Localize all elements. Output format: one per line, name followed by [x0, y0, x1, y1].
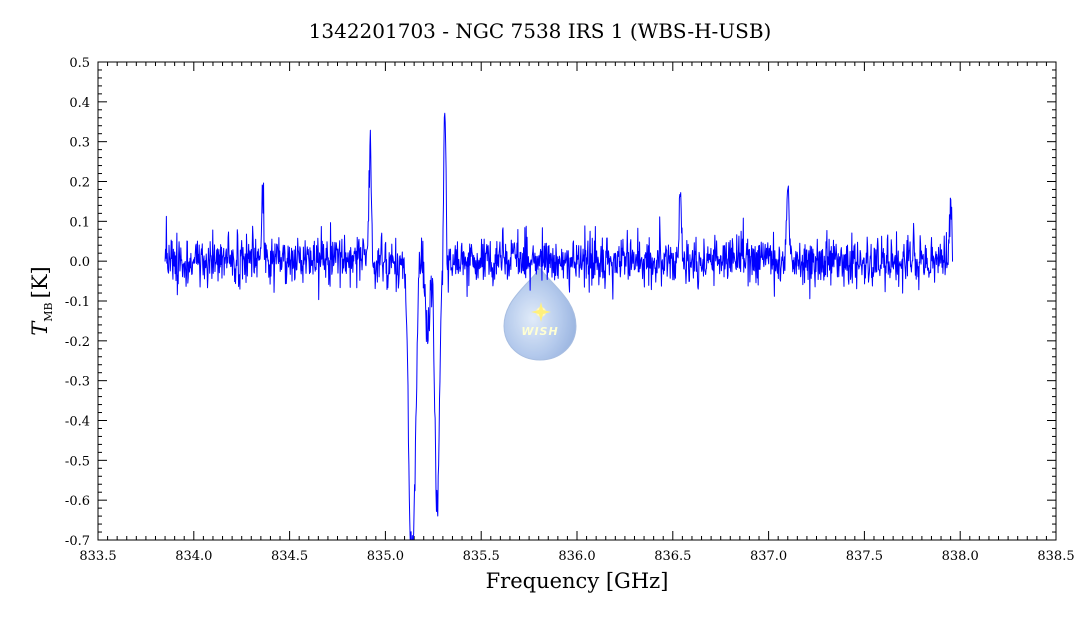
- y-axis-subscript: MB: [42, 302, 55, 321]
- x-tick-label: 837.5: [846, 549, 883, 564]
- y-tick-label: -0.2: [65, 335, 90, 350]
- x-tick-label: 838.0: [942, 549, 979, 564]
- y-tick-label: -0.4: [65, 415, 90, 430]
- y-tick-labels: 0.5 0.4 0.3 0.2 0.1 0.0 -0.1 -0.2 -0.3 -0.4 -0.5 -0…: [65, 56, 90, 549]
- y-tick-label: -0.6: [65, 494, 90, 509]
- plot-frame: [97, 61, 1057, 541]
- wish-logo-text: WISH: [521, 325, 558, 338]
- x-tick-labels: 833.5 834.0 834.5 835.0 835.5 836.0 836.5 837.0…: [79, 549, 1074, 564]
- series-line: [164, 112, 954, 540]
- x-tick-label: 836.5: [654, 549, 691, 564]
- x-tick-label: 835.0: [367, 549, 404, 564]
- star-icon: [531, 302, 551, 322]
- x-tick-label: 835.5: [463, 549, 500, 564]
- x-tick-label: 833.5: [79, 549, 116, 564]
- y-tick-label: 0.0: [69, 255, 90, 270]
- y-tick-label: 0.1: [69, 215, 90, 230]
- y-axis-symbol: T: [28, 320, 52, 336]
- y-tick-label: 0.3: [69, 136, 90, 151]
- y-tick-label: 0.4: [69, 96, 90, 111]
- x-axis-label: Frequency [GHz]: [486, 569, 669, 593]
- y-tick-label: 0.2: [69, 176, 90, 191]
- y-tick-label: 0.5: [69, 56, 90, 71]
- x-tick-label: 838.5: [1037, 549, 1074, 564]
- y-tick-label: -0.3: [65, 375, 90, 390]
- chart-title: 1342201703 - NGC 7538 IRS 1 (WBS-H-USB): [309, 19, 772, 43]
- x-tick-label: 836.0: [558, 549, 595, 564]
- y-tick-label: -0.5: [65, 454, 90, 469]
- wish-watermark: WISH: [503, 267, 577, 361]
- y-tick-label: -0.7: [65, 534, 90, 549]
- y-tick-label: -0.1: [65, 295, 90, 310]
- x-tick-label: 834.5: [271, 549, 308, 564]
- y-axis-label: TMB [K]: [28, 266, 55, 335]
- x-tick-label: 834.0: [175, 549, 212, 564]
- axis-ticks: [97, 61, 1057, 541]
- y-axis-unit: [K]: [28, 266, 52, 298]
- x-tick-label: 837.0: [750, 549, 787, 564]
- svg-text:TMB[K]: TMB [K]: [28, 266, 55, 335]
